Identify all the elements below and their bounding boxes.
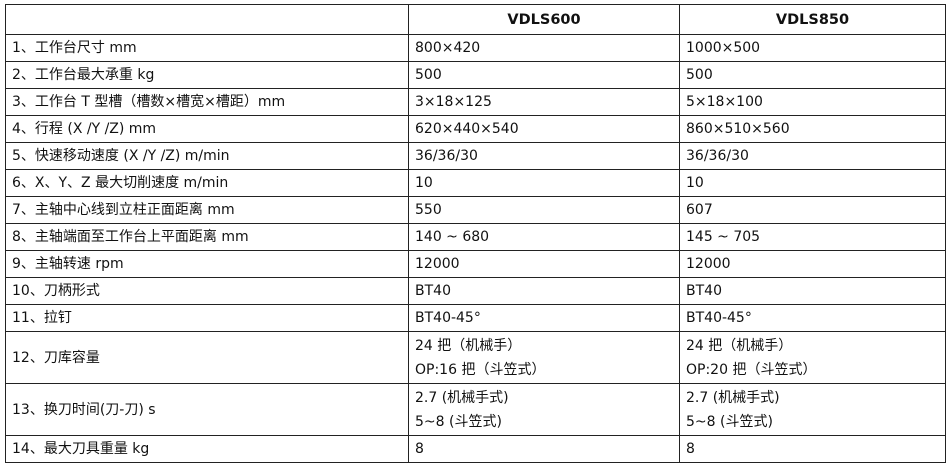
vdls600-value-cell: 550 [408, 196, 680, 224]
vdls600-value-cell: 8 [408, 435, 680, 463]
vdls600-value: 8 [415, 441, 424, 457]
table-row: 3、工作台 T 型槽（槽数×槽宽×槽距）mm 3×18×125 5×18×100 [5, 88, 946, 116]
vdls600-value: 500 [415, 67, 442, 83]
table-row: 5、快速移动速度 (X /Y /Z) m/min 36/36/30 36/36/30 [5, 142, 946, 170]
table-row: 9、主轴转速 rpm 12000 12000 [5, 250, 946, 278]
vdls850-value: 12000 [686, 256, 731, 272]
table-header-row: VDLS600 VDLS850 [5, 4, 946, 35]
vdls850-value: 607 [686, 202, 713, 218]
vdls850-value-cell: 10 [679, 169, 946, 197]
table-row: 1、工作台尺寸 mm 800×420 1000×500 [5, 34, 946, 62]
row-label: 13、换刀时间(刀-刀) s [5, 383, 409, 436]
vdls850-value: OP:20 把（斗笠式） [686, 361, 817, 378]
vdls600-value-cell: 36/36/30 [408, 142, 680, 170]
spec-table: VDLS600 VDLS850 1、工作台尺寸 mm 800×420 1000×50… [5, 4, 946, 463]
vdls850-value: 10 [686, 175, 704, 191]
vdls600-value: 24 把（机械手） [415, 337, 522, 354]
vdls600-value-cell: 10 [408, 169, 680, 197]
vdls850-value-cell: 8 [679, 435, 946, 463]
vdls850-value-cell: BT40 [679, 277, 946, 305]
table-row: 11、拉钉 BT40-45° BT40-45° [5, 304, 946, 332]
vdls850-value: 5×18×100 [686, 94, 763, 110]
table-row: 14、最大刀具重量 kg 8 8 [5, 435, 946, 463]
vdls600-value: 550 [415, 202, 442, 218]
vdls600-value: BT40-45° [415, 310, 481, 326]
vdls600-value-cell: 140 ~ 680 [408, 223, 680, 251]
row-label: 5、快速移动速度 (X /Y /Z) m/min [5, 142, 409, 170]
row-label: 1、工作台尺寸 mm [5, 34, 409, 62]
vdls850-value: 500 [686, 67, 713, 83]
header-cell-vdls600: VDLS600 [408, 4, 680, 35]
vdls850-value: 24 把（机械手） [686, 337, 793, 354]
table-row: 7、主轴中心线到立柱正面距离 mm 550 607 [5, 196, 946, 224]
vdls600-value: 620×440×540 [415, 121, 519, 137]
table-row: 12、刀库容量 24 把（机械手） OP:16 把（斗笠式） 24 把（机械手） OP:… [5, 331, 946, 384]
vdls600-value: 3×18×125 [415, 94, 492, 110]
table-row: 6、X、Y、Z 最大切削速度 m/min 10 10 [5, 169, 946, 197]
row-label: 2、工作台最大承重 kg [5, 61, 409, 89]
vdls600-value-cell: 12000 [408, 250, 680, 278]
vdls850-value: 860×510×560 [686, 121, 790, 137]
table-row: 4、行程 (X /Y /Z) mm 620×440×540 860×510×560 [5, 115, 946, 143]
vdls850-value-cell: 12000 [679, 250, 946, 278]
vdls600-value-cell: 2.7 (机械手式) 5~8 (斗笠式) [408, 383, 680, 436]
vdls850-value: 1000×500 [686, 40, 761, 56]
vdls850-value-cell: 36/36/30 [679, 142, 946, 170]
vdls600-value: 10 [415, 175, 433, 191]
vdls600-value-cell: BT40-45° [408, 304, 680, 332]
row-label: 4、行程 (X /Y /Z) mm [5, 115, 409, 143]
vdls850-value-cell: 1000×500 [679, 34, 946, 62]
vdls600-value-cell: 24 把（机械手） OP:16 把（斗笠式） [408, 331, 680, 384]
vdls850-value: 8 [686, 441, 695, 457]
vdls850-value: BT40-45° [686, 310, 752, 326]
row-label: 12、刀库容量 [5, 331, 409, 384]
vdls850-value: 145 ~ 705 [686, 229, 761, 245]
vdls600-value-cell: 500 [408, 61, 680, 89]
row-label: 8、主轴端面至工作台上平面距离 mm [5, 223, 409, 251]
vdls600-value: OP:16 把（斗笠式） [415, 361, 546, 378]
vdls600-value: 800×420 [415, 40, 481, 56]
spec-table-body: VDLS600 VDLS850 1、工作台尺寸 mm 800×420 1000×50… [5, 4, 946, 463]
vdls850-value: 5~8 (斗笠式) [686, 413, 773, 430]
row-label: 14、最大刀具重量 kg [5, 435, 409, 463]
vdls850-value-cell: BT40-45° [679, 304, 946, 332]
row-label: 6、X、Y、Z 最大切削速度 m/min [5, 169, 409, 197]
vdls850-value-cell: 5×18×100 [679, 88, 946, 116]
vdls850-value-cell: 145 ~ 705 [679, 223, 946, 251]
vdls850-value: 2.7 (机械手式) [686, 389, 780, 406]
vdls850-value-cell: 24 把（机械手） OP:20 把（斗笠式） [679, 331, 946, 384]
row-label: 3、工作台 T 型槽（槽数×槽宽×槽距）mm [5, 88, 409, 116]
vdls850-value: BT40 [686, 283, 722, 299]
vdls600-value-cell: BT40 [408, 277, 680, 305]
vdls850-value-cell: 607 [679, 196, 946, 224]
vdls600-value: 5~8 (斗笠式) [415, 413, 502, 430]
table-row: 10、刀柄形式 BT40 BT40 [5, 277, 946, 305]
vdls850-value-cell: 860×510×560 [679, 115, 946, 143]
vdls600-value: BT40 [415, 283, 451, 299]
vdls850-value-cell: 2.7 (机械手式) 5~8 (斗笠式) [679, 383, 946, 436]
vdls600-value-cell: 3×18×125 [408, 88, 680, 116]
row-label: 7、主轴中心线到立柱正面距离 mm [5, 196, 409, 224]
row-label: 9、主轴转速 rpm [5, 250, 409, 278]
vdls850-value: 36/36/30 [686, 148, 749, 164]
table-row: 13、换刀时间(刀-刀) s 2.7 (机械手式) 5~8 (斗笠式) 2.7 (机械… [5, 383, 946, 436]
header-cell-blank [5, 4, 409, 35]
vdls600-value-cell: 800×420 [408, 34, 680, 62]
vdls600-value: 2.7 (机械手式) [415, 389, 509, 406]
row-label: 10、刀柄形式 [5, 277, 409, 305]
row-label: 11、拉钉 [5, 304, 409, 332]
vdls850-value-cell: 500 [679, 61, 946, 89]
vdls600-value: 36/36/30 [415, 148, 478, 164]
vdls600-value-cell: 620×440×540 [408, 115, 680, 143]
header-cell-vdls850: VDLS850 [679, 4, 946, 35]
table-row: 8、主轴端面至工作台上平面距离 mm 140 ~ 680 145 ~ 705 [5, 223, 946, 251]
table-row: 2、工作台最大承重 kg 500 500 [5, 61, 946, 89]
vdls600-value: 12000 [415, 256, 460, 272]
vdls600-value: 140 ~ 680 [415, 229, 490, 245]
